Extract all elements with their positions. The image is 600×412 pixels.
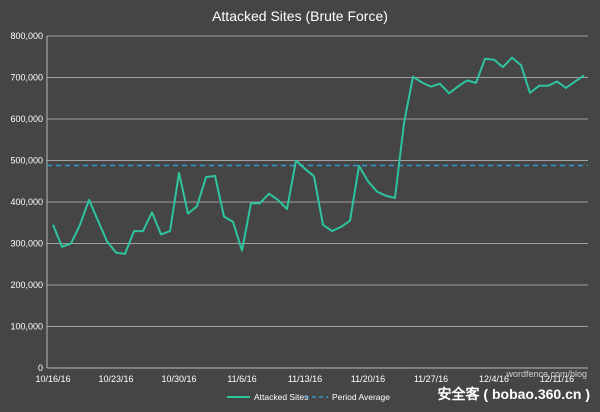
legend-label-attacked-sites: Attacked Sites	[254, 392, 308, 402]
x-axis-ticks: 10/16/16 10/23/16 10/30/16 11/6/16 11/13/16 1…	[35, 374, 574, 384]
grid-lines	[46, 35, 588, 369]
x-tick-label: 11/6/16	[227, 374, 256, 384]
watermark-text: wordfence.com/blog	[505, 369, 587, 379]
series-group	[52, 56, 585, 255]
x-tick-label: 11/13/16	[288, 374, 322, 384]
x-tick-label: 10/16/16	[35, 374, 70, 384]
y-axis-ticks: 0 100,000 200,000 300,000 400,000 500,000 600,…	[10, 31, 43, 373]
y-tick-label: 100,000	[10, 322, 43, 332]
series-line-attacked-sites	[52, 56, 585, 255]
legend: Attacked Sites Period Average	[227, 392, 390, 402]
y-tick-label: 500,000	[10, 156, 43, 166]
x-tick-label: 10/30/16	[161, 374, 196, 384]
brand-watermark: 安全客 ( bobao.360.cn )	[438, 386, 590, 402]
x-tick-label: 12/4/16	[479, 374, 509, 384]
y-tick-label: 400,000	[10, 197, 43, 207]
y-tick-label: 700,000	[10, 73, 43, 83]
chart-title: Attacked Sites (Brute Force)	[212, 8, 388, 24]
legend-label-period-average: Period Average	[332, 392, 390, 402]
x-tick-label: 11/27/16	[414, 374, 448, 384]
y-tick-label: 800,000	[10, 31, 43, 41]
y-tick-label: 200,000	[10, 280, 43, 290]
x-tick-label: 10/23/16	[98, 374, 133, 384]
x-tick-label: 12/11/16	[540, 374, 574, 384]
y-tick-label: 0	[38, 363, 43, 373]
y-tick-label: 600,000	[10, 114, 43, 124]
x-tick-label: 11/20/16	[351, 374, 385, 384]
y-tick-label: 300,000	[10, 239, 43, 249]
